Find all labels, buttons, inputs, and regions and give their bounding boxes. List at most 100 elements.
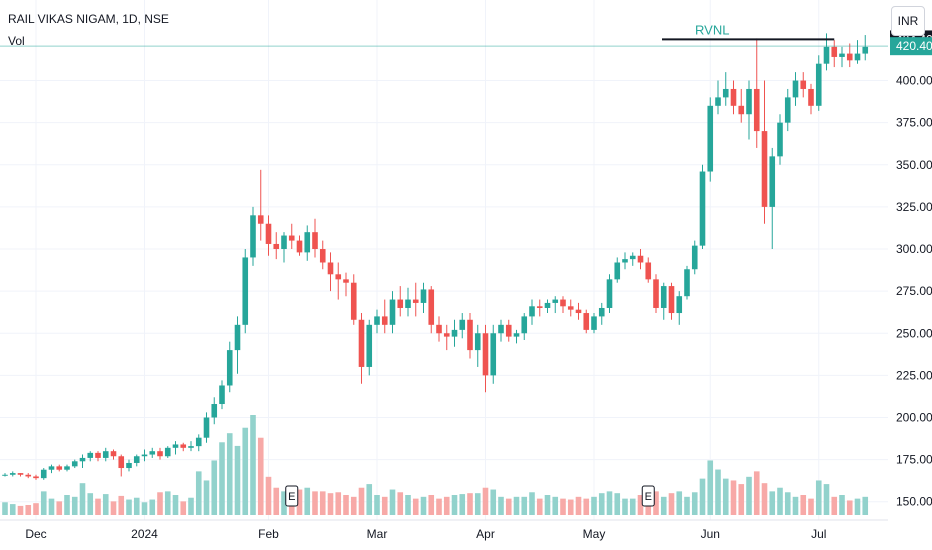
currency-button[interactable]: INR [891,6,925,36]
candle-body [188,446,194,448]
volume-bar [753,471,760,515]
candle-body [474,333,481,351]
earnings-marker-label: E [288,491,295,503]
candle-body [598,307,605,317]
volume-bar [459,494,466,515]
volume-bar [203,480,210,515]
candle-body [102,451,109,458]
volume-bar [110,501,117,515]
candle-body [761,131,768,207]
candle-body [560,299,566,307]
volume-bar [188,497,194,515]
volume-bar [684,496,690,515]
volume-bar [164,491,171,515]
volume-bar [730,480,737,515]
volume-bar [381,496,388,515]
candle-body [839,53,845,57]
candle-body [211,404,218,418]
candle-body [25,474,32,477]
candle-body [389,299,396,325]
time-tick-label: Jul [811,527,826,541]
price-tick-label: 400.00 [896,74,932,88]
volume-bar [823,484,830,515]
volume-bar [358,487,365,515]
candle-body [71,461,78,467]
chart-legend: RAIL VIKAS NIGAM, 1D, NSE Vol [8,8,169,52]
candle-body [846,53,853,61]
volume-bar [412,498,419,515]
volume-bar [699,478,706,515]
candle-body [684,269,690,297]
candle-body [350,282,357,320]
volume-bar [629,498,636,515]
volume-bar [831,496,838,515]
candle-body [505,324,512,337]
price-tick-label: 200.00 [896,410,932,424]
volume-bar [304,487,311,515]
volume-bar [443,496,450,515]
volume-bar [505,498,512,515]
candle-body [420,289,427,303]
volume-bar [598,493,605,515]
volume-bar [40,491,47,515]
volume-bar [583,498,590,515]
volume-bar [9,504,16,515]
volume-bar [722,478,729,515]
volume-bar [808,498,814,515]
earnings-marker [641,485,655,507]
candle-body [660,286,667,308]
price-axis-bg [888,0,932,550]
candle-body [467,319,473,351]
volume-bar [374,495,380,515]
volume-bar [606,491,613,515]
volume-bar [389,489,396,515]
volume-bar [64,495,70,515]
volume-bar [102,494,109,515]
candle-body [319,249,326,263]
volume-bar [273,487,280,515]
candle-body [808,88,814,106]
price-axis: 150.00 175.00 200.00 225.00 250.00 275.00 300.… [888,0,932,550]
candle-body [234,324,241,351]
volume-bar [234,445,241,515]
volume-bar [95,498,101,515]
time-axis: Dec 2024 Feb Mar Apr May Jun Jul [0,519,888,541]
volume-bars [2,415,869,515]
candle-body [637,255,644,263]
candle-body [95,452,101,458]
volume-bar [428,495,435,515]
candle-body [381,316,388,325]
candle-body [79,457,86,462]
symbol-title[interactable]: RAIL VIKAS NIGAM, 1D, NSE [8,12,169,26]
candle-body [676,296,683,314]
volume-bar [436,498,442,515]
volume-bar [257,437,264,515]
volume-bar [815,480,822,515]
candle-body [304,232,311,253]
candle-body [583,313,590,330]
candle-body [769,156,776,207]
volume-bar [691,492,698,515]
volume-bar [141,502,148,515]
volume-legend-label[interactable]: Vol [8,34,25,48]
volume-bar [265,476,272,515]
candle-body [412,299,419,303]
volume-bar [529,492,535,515]
volume-bar [397,492,404,515]
volume-bar [172,495,179,515]
volume-bar [567,499,574,515]
volume-bar [769,491,776,515]
chart-overlay: RVNL E E [0,22,888,507]
price-tick-label: 250.00 [896,326,932,340]
volume-bar [862,496,869,515]
volume-bar [668,493,675,515]
earnings-marker-label: E [645,491,652,503]
volume-bar [521,496,528,515]
candle-body [118,456,125,469]
candle-body [33,476,39,479]
candle-body [699,171,706,246]
candle-body [358,319,365,367]
volume-bar [118,495,125,515]
candle-body [668,286,675,314]
candle-body [2,474,8,476]
